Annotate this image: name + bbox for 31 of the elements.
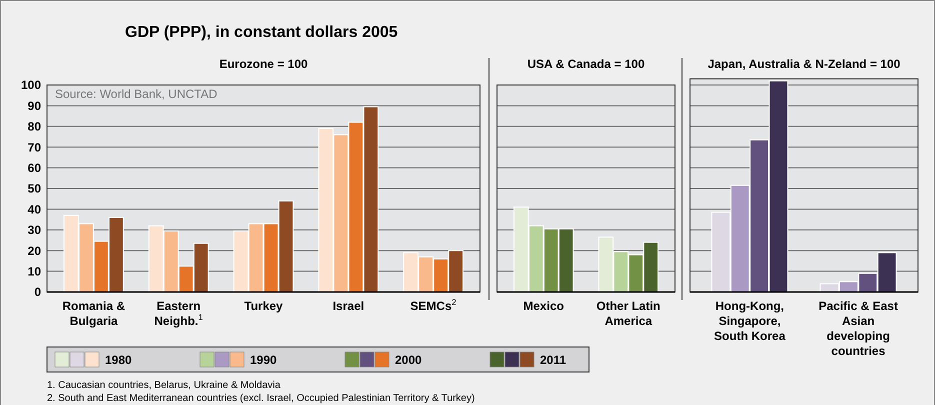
x-tick-label: Turkey (244, 299, 284, 313)
y-tick-label: 30 (28, 223, 42, 238)
y-tick-label: 80 (28, 120, 42, 134)
x-tick-label: Hong-Kong, Singapore, South Korea (714, 299, 786, 343)
legend-label: 1990 (250, 353, 278, 367)
text: 2. South and East Mediterranean countries (excl. Israel, Occupied Palestinian Territory & Turkey) (47, 393, 475, 404)
legend-label: 2000 (395, 353, 422, 367)
y-tick-label: 50 (28, 182, 42, 196)
text: 1. Caucasian countries, Belarus, Ukraine & Moldavia (47, 380, 281, 391)
x-tick-label: Mexico (523, 299, 564, 313)
chart-subtitle: Eurozone = 100 (219, 57, 308, 71)
y-tick-label: 60 (28, 161, 42, 175)
x-tick-label: Romania & Bulgaria (62, 299, 126, 328)
chart-subtitle: Japan, Australia & N-Zeland = 100 (708, 57, 901, 71)
y-tick-label: 40 (28, 202, 42, 216)
x-tick-label: Other Latin America (596, 299, 660, 328)
y-tick-label: 100 (20, 78, 42, 92)
legend-label: 2011 (540, 353, 566, 367)
x-tick-label: Eastern Neighb.$^{1}$ (154, 299, 204, 328)
y-tick-label: 20 (28, 244, 42, 258)
legend-label: 1980 (105, 353, 132, 367)
y-tick-label: 0 (34, 285, 42, 300)
chart-title: GDP (PPP), in constant dollars 2005 (125, 24, 398, 41)
annotation: Source: World Bank, UNCTAD (55, 87, 218, 101)
y-tick-label: 90 (28, 98, 42, 113)
y-tick-label: 70 (28, 140, 42, 154)
x-tick-label: Pacific & East Asian developing countries (818, 299, 898, 358)
x-tick-label: Israel (332, 299, 364, 313)
x-tick-label: SEMCs$^{2}$ (410, 297, 457, 313)
chart-subtitle: USA & Canada = 100 (527, 57, 645, 71)
y-tick-label: 10 (28, 264, 42, 278)
